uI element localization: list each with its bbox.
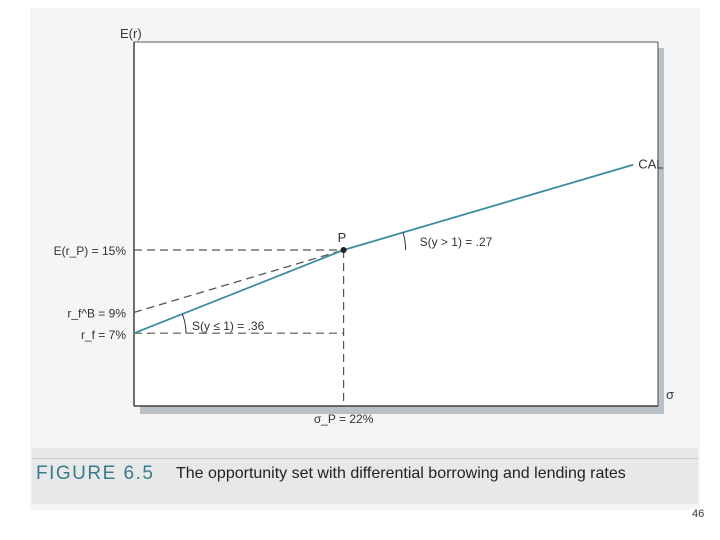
- cal-segment-borrowing: [343, 163, 634, 251]
- y-label-expected-return-p: E(r_P) = 15%: [54, 244, 127, 258]
- y-axis-title: E(r): [120, 26, 142, 41]
- cal-label: CAL: [638, 157, 663, 172]
- borrowing-rate-dashed-line: [133, 249, 344, 314]
- portfolio-point-p: [340, 247, 347, 253]
- slope-label-lending: S(y ≤ 1) = .36: [192, 319, 265, 333]
- cal-segment-lending: [133, 249, 344, 335]
- x-label-sigma-p: σ_P = 22%: [314, 412, 374, 426]
- y-label-risk-free-rate: r_f = 7%: [81, 328, 126, 342]
- slope-arc-borrowing: [402, 232, 407, 251]
- x-axis-title: σ: [666, 387, 674, 402]
- caption-band: [32, 448, 698, 504]
- caption-divider: [32, 458, 698, 459]
- point-p-label: P: [338, 230, 347, 245]
- figure-number: FIGURE 6.5: [36, 463, 155, 484]
- slope-arc-lending: [181, 313, 187, 334]
- plot-area: [134, 42, 658, 406]
- y-label-borrowing-rate: r_f^B = 9%: [67, 306, 126, 320]
- slope-label-borrowing: S(y > 1) = .27: [420, 235, 493, 249]
- figure-caption: The opportunity set with differential bo…: [176, 465, 626, 482]
- page-number: 46: [692, 508, 705, 520]
